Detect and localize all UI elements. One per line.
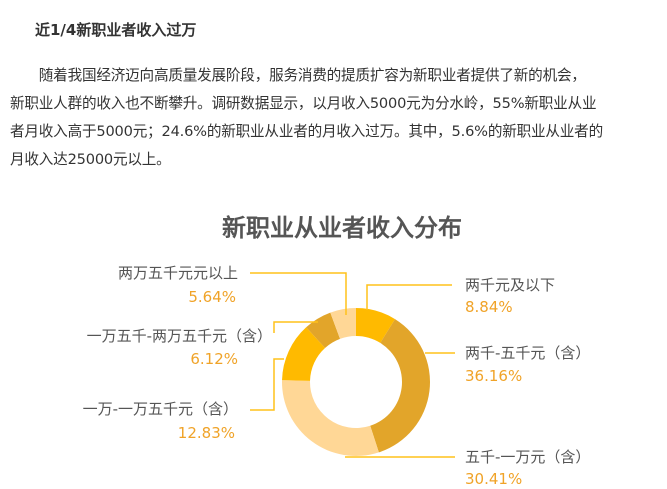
leader-line	[273, 321, 318, 333]
category-label: 一万五千-两万五千元（含）	[87, 327, 272, 345]
paragraph-line: 随着我国经济迈向高质量发展阶段，服务消费的提质扩容为新职业者提供了新的机会，	[10, 67, 586, 84]
article-paragraph: 随着我国经济迈向高质量发展阶段，服务消费的提质扩容为新职业者提供了新的机会， 新…	[10, 62, 660, 174]
paragraph-line: 月收入达25000元以上。	[10, 151, 171, 168]
leader-line	[250, 358, 284, 411]
leader-line	[250, 272, 347, 315]
leader-lines	[250, 272, 455, 458]
category-label: 五千-一万元（含）	[465, 448, 590, 466]
value-label: 36.16%	[465, 367, 522, 385]
value-label: 12.83%	[178, 424, 235, 442]
donut-slices	[282, 308, 431, 456]
paragraph-line: 新职业人群的收入也不断攀升。调研数据显示，以月收入5000元为分水岭，55%新职…	[10, 95, 597, 112]
leader-line	[366, 284, 452, 310]
donut-slice	[356, 308, 396, 343]
donut-slice	[330, 308, 356, 339]
value-label: 6.12%	[190, 350, 238, 368]
value-label: 8.84%	[465, 298, 513, 316]
category-label: 两千-五千元（含）	[465, 344, 590, 362]
donut-slice	[282, 380, 379, 456]
chart-title: 新职业从业者收入分布	[222, 214, 462, 242]
donut-slice	[370, 319, 431, 453]
category-label: 两万五千元元以上	[118, 264, 238, 282]
donut-slice	[282, 327, 326, 381]
paragraph-line: 者月收入高于5000元；24.6%的新职业从业者的月收入过万。其中，5.6%的新…	[10, 123, 603, 140]
value-label: 30.41%	[465, 470, 522, 488]
category-label: 一万-一万五千元（含）	[83, 400, 238, 418]
article-heading: 近1/4新职业者收入过万	[35, 21, 197, 39]
value-label: 5.64%	[188, 288, 236, 306]
category-label: 两千元及以下	[465, 276, 555, 294]
